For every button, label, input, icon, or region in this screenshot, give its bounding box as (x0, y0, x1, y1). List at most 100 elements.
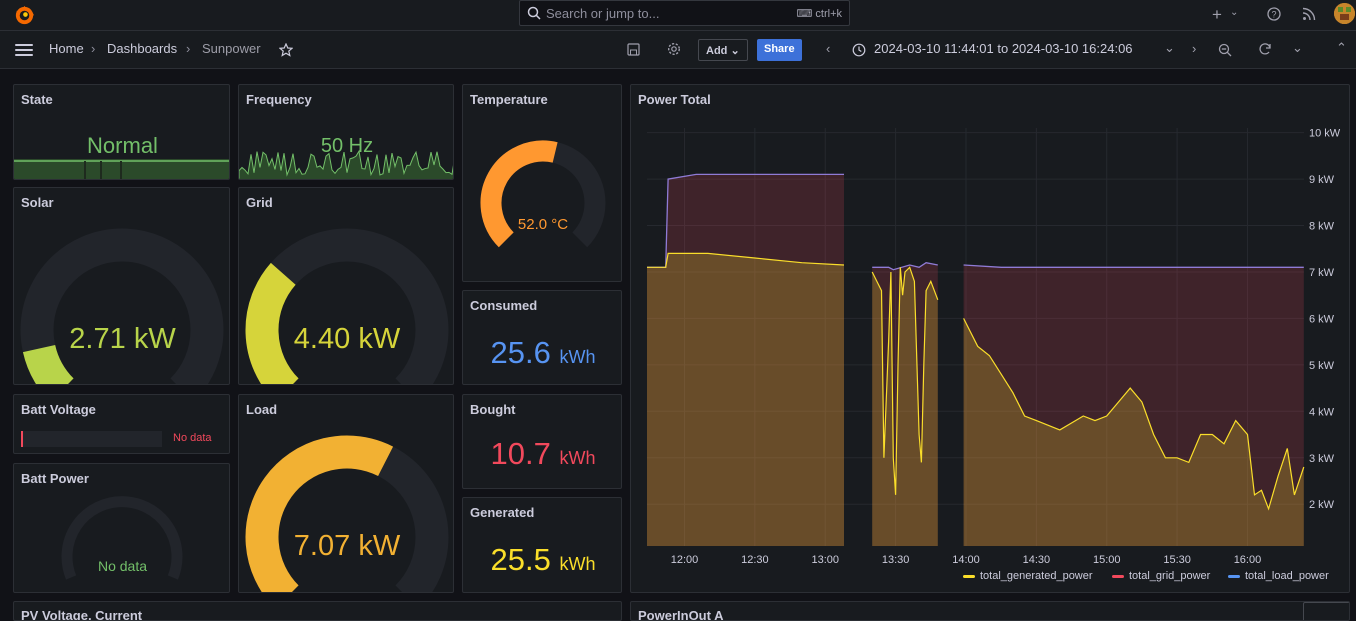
solar-number: 2.71 (69, 323, 126, 355)
x-tick-label: 14:00 (952, 554, 980, 566)
panel-title: Power Total (638, 92, 711, 107)
panel-frequency[interactable]: Frequency 50 Hz (238, 84, 454, 180)
temperature-value: 52.0 °C (517, 216, 569, 233)
panel-solar[interactable]: Solar 2.71 kW (13, 187, 230, 385)
consumed-unit: kWh (559, 347, 596, 367)
generated-value: 25.5 kWh (463, 542, 621, 578)
star-favorite-icon[interactable] (279, 43, 293, 57)
settings-gear-icon[interactable] (667, 42, 681, 56)
x-tick-label: 15:30 (1163, 554, 1191, 566)
panel-title: Temperature (470, 92, 548, 107)
y-tick-label: 3 kW (1309, 453, 1335, 465)
panel-temperature[interactable]: Temperature 52.0 °C (462, 84, 622, 282)
time-back-chevron-icon[interactable]: ‹ (826, 41, 831, 56)
y-tick-label: 10 kW (1309, 128, 1341, 140)
shortcut-label: ctrl+k (815, 8, 842, 20)
refresh-icon[interactable] (1258, 42, 1272, 56)
panel-title: Bought (470, 402, 516, 417)
batt-power-no-data: No data (97, 558, 148, 574)
panel-batt-power[interactable]: Batt Power No data (13, 463, 230, 593)
gauge-track (245, 228, 449, 384)
panel-title: Consumed (470, 298, 538, 313)
x-tick-label: 16:00 (1234, 554, 1262, 566)
panel-title: Batt Voltage (21, 402, 96, 417)
panel-power-total[interactable]: Power Total 2 kW 3 kW 4 kW 5 kW 6 kW 7 kW 8 kW… (630, 84, 1350, 593)
search-placeholder: Search or jump to... (546, 6, 660, 21)
panel-pv-voltage[interactable]: PV Voltage, Current (13, 601, 622, 621)
panel-load[interactable]: Load 7.07 kW (238, 394, 454, 593)
help-icon[interactable]: ? (1267, 7, 1281, 21)
chevron-down-icon[interactable]: ⌄ (1292, 40, 1303, 55)
bought-value: 10.7 kWh (463, 436, 621, 472)
y-tick-label: 4 kW (1309, 406, 1335, 418)
frequency-line (239, 149, 453, 179)
rss-news-icon[interactable] (1302, 7, 1316, 21)
legend-swatch (963, 574, 975, 578)
solar-value: 2.71 kW (14, 323, 229, 356)
grid-unit: kW (358, 323, 401, 355)
breadcrumb-dashboards[interactable]: Dashboards (107, 41, 178, 56)
batt-voltage-no-data: No data (173, 432, 212, 444)
legend-load[interactable]: total_load_power (1228, 570, 1329, 582)
panel-title: State (21, 92, 53, 107)
y-tick-label: 6 kW (1309, 313, 1335, 325)
breadcrumb-separator: › (186, 41, 191, 56)
panel-title: Generated (470, 505, 535, 520)
panel-bought[interactable]: Bought 10.7 kWh (462, 394, 622, 489)
power-total-chart: 2 kW 3 kW 4 kW 5 kW 6 kW 7 kW 8 kW 9 kW 10 kW 12:… (647, 128, 1341, 566)
panel-powerinout[interactable]: PowerInOut A (630, 601, 1350, 621)
generated-power-line (871, 266, 939, 495)
breadcrumb-current: Sunpower (202, 41, 261, 56)
dashboard-nav-bar: Home › Dashboards › Sunpower Add ⌄ Share… (0, 31, 1356, 69)
chevron-down-icon: ⌄ (730, 45, 740, 57)
y-tick-label: 8 kW (1309, 221, 1335, 233)
search-input[interactable]: Search or jump to... ⌨ ctrl+k (519, 0, 850, 26)
panel-consumed[interactable]: Consumed 25.6 kWh (462, 290, 622, 385)
x-tick-label: 12:30 (741, 554, 769, 566)
breadcrumb-separator: › (91, 41, 96, 56)
batt-voltage-bar (21, 431, 162, 447)
panel-grid[interactable]: Grid 4.40 kW (238, 187, 454, 385)
consumed-value: 25.6 kWh (463, 335, 621, 371)
generated-power-line (647, 252, 845, 268)
save-icon[interactable] (627, 43, 640, 56)
panel-title: Load (246, 402, 278, 417)
grafana-logo-icon[interactable] (13, 4, 36, 27)
panel-state[interactable]: State Normal (13, 84, 230, 180)
menu-hamburger-icon[interactable] (15, 44, 33, 56)
svg-text:?: ? (1271, 10, 1276, 20)
generated-power-area (647, 253, 844, 546)
add-button[interactable]: Add ⌄ (698, 39, 748, 61)
generated-power-area (963, 318, 1304, 546)
grid-power-area (963, 265, 1304, 546)
x-tick-label: 12:00 (671, 554, 699, 566)
legend-grid[interactable]: total_grid_power (1112, 570, 1210, 582)
new-plus-icon[interactable]: + (1212, 5, 1222, 24)
share-button[interactable]: Share (757, 39, 802, 61)
breadcrumb-home[interactable]: Home (49, 41, 84, 56)
load-power-line (963, 264, 1304, 268)
frequency-value: 50 Hz (320, 135, 374, 157)
panel-corner-control[interactable] (1303, 602, 1349, 620)
user-avatar[interactable] (1334, 3, 1355, 24)
load-gauge (245, 435, 449, 592)
grid-value: 4.40 kW (239, 323, 453, 356)
consumed-number: 25.6 (490, 335, 551, 370)
gauge-fill (245, 262, 299, 384)
load-number: 7.07 (293, 530, 351, 562)
zoom-out-icon[interactable] (1218, 43, 1232, 57)
collapse-chevron-up-icon[interactable]: ⌃ (1336, 40, 1347, 55)
time-forward-chevron-icon[interactable]: › (1192, 41, 1197, 56)
chevron-down-icon[interactable]: ⌄ (1230, 7, 1239, 18)
legend-generated[interactable]: total_generated_power (963, 570, 1093, 582)
panel-generated[interactable]: Generated 25.5 kWh (462, 497, 622, 593)
legend-label: total_load_power (1245, 570, 1329, 582)
panel-batt-voltage[interactable]: Batt Voltage No data (13, 394, 230, 454)
x-tick-label: 13:00 (811, 554, 839, 566)
panel-title: PowerInOut A (638, 608, 724, 621)
keyboard-icon: ⌨ (796, 8, 813, 20)
time-range-picker[interactable]: 2024-03-10 11:44:01 to 2024-03-10 16:24:… (874, 41, 1133, 56)
chevron-down-icon[interactable]: ⌄ (1164, 40, 1175, 55)
panel-title: Batt Power (21, 471, 89, 486)
bought-unit: kWh (559, 448, 596, 468)
